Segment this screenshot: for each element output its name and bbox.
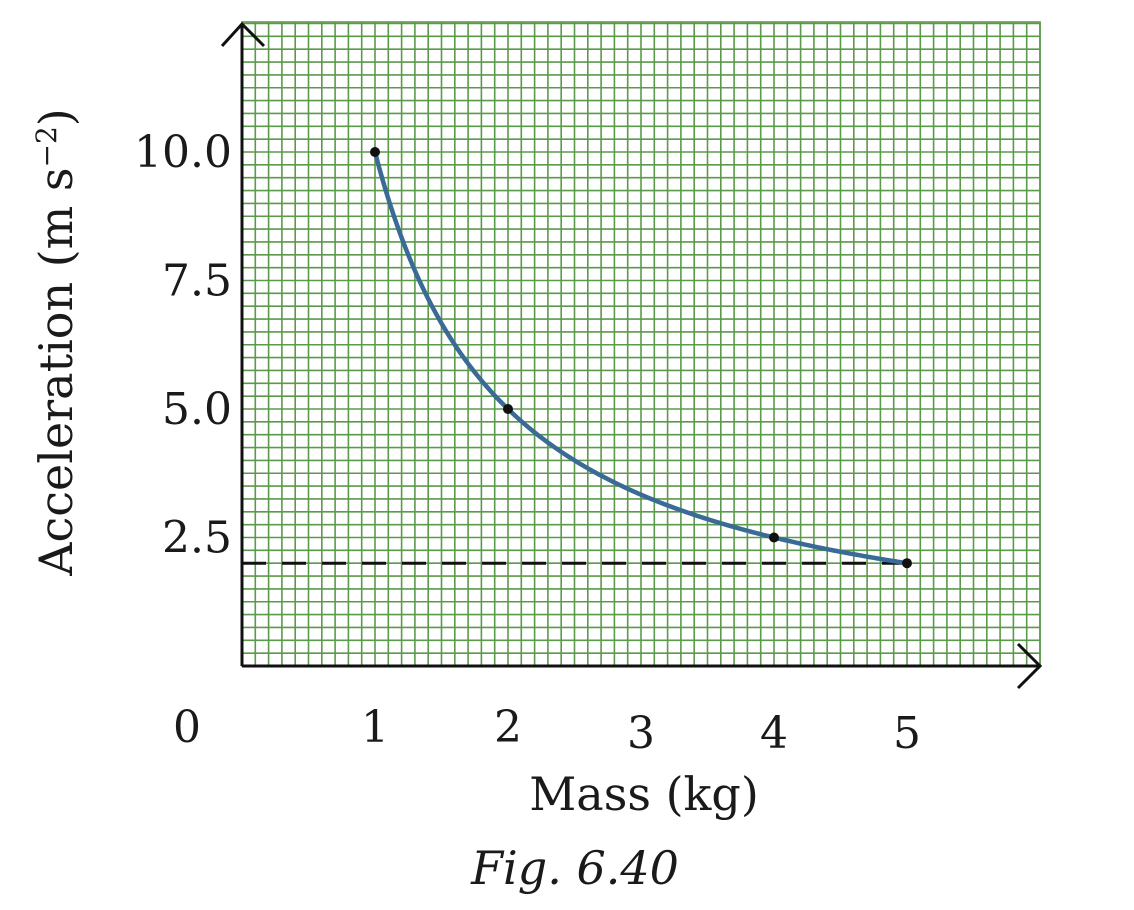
x-tick-labels: 1 2 3 4 5 bbox=[361, 702, 921, 759]
x-axis-title: Mass (kg) bbox=[529, 767, 759, 821]
y-axis-title: Acceleration (m s−2) bbox=[29, 108, 83, 576]
series-curve bbox=[372, 151, 908, 566]
data-points bbox=[370, 147, 912, 569]
x-axis-arrow bbox=[1016, 642, 1043, 690]
y-axis-title-close: ) bbox=[29, 108, 83, 126]
x-tick-label: 2 bbox=[494, 702, 522, 753]
grid bbox=[241, 21, 1041, 667]
y-tick-labels: 2.5 5.0 7.5 10.0 bbox=[134, 127, 232, 564]
y-axis-arrow bbox=[220, 21, 266, 48]
x-tick-label: 5 bbox=[893, 708, 921, 759]
data-point bbox=[503, 404, 513, 414]
y-axis-title-sup: −2 bbox=[30, 126, 63, 167]
origin-label: 0 bbox=[173, 702, 201, 753]
figure-caption: Fig. 6.40 bbox=[470, 841, 679, 895]
y-tick-label: 10.0 bbox=[134, 127, 232, 178]
x-tick-label: 3 bbox=[627, 708, 655, 759]
x-tick-label: 4 bbox=[760, 708, 788, 759]
x-tick-label: 1 bbox=[361, 702, 389, 753]
data-point bbox=[370, 147, 380, 157]
data-point bbox=[902, 558, 912, 569]
y-tick-label: 5.0 bbox=[162, 384, 232, 435]
data-point bbox=[769, 532, 779, 543]
y-tick-label: 7.5 bbox=[162, 256, 232, 307]
y-axis-title-main: Acceleration (m s bbox=[29, 167, 83, 576]
y-tick-label: 2.5 bbox=[162, 513, 232, 564]
